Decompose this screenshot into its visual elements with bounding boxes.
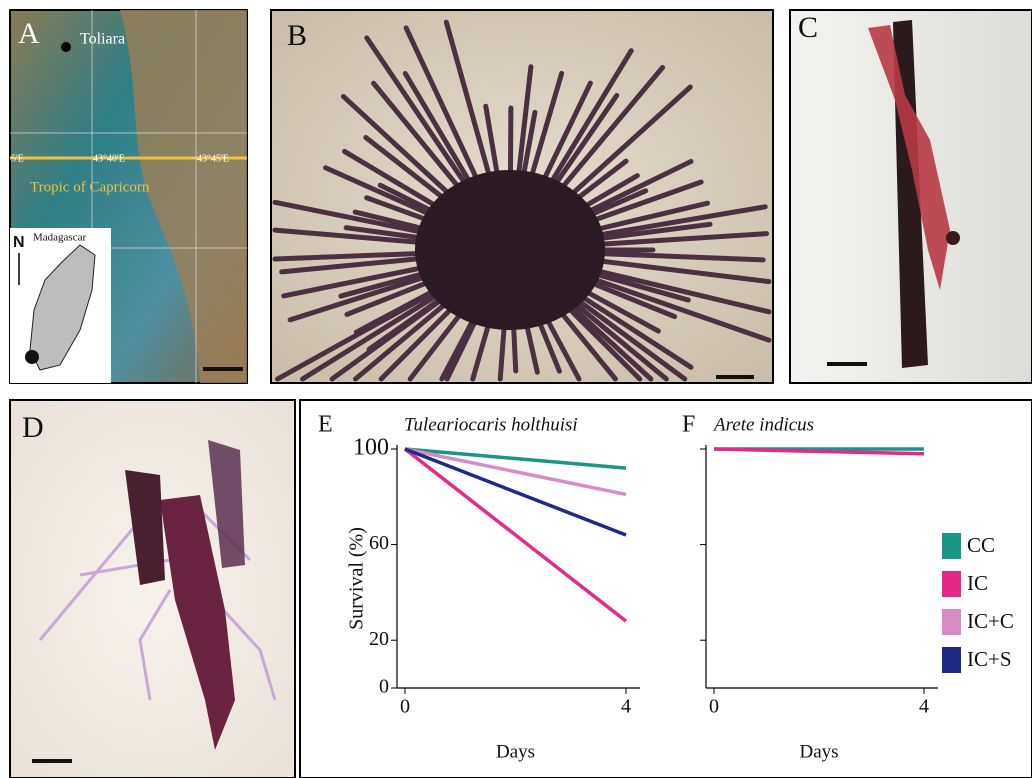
y-tick-label: 60 — [369, 532, 389, 554]
inset-label: Madagascar — [33, 232, 86, 244]
shrimp-eye — [946, 231, 960, 245]
tropic-label: Tropic of Capricorn — [30, 179, 150, 195]
x-tick-label: 4 — [919, 696, 929, 718]
series-line — [405, 449, 626, 468]
series-line — [405, 449, 626, 494]
north-label: N — [13, 234, 25, 251]
scale-bar — [203, 367, 243, 371]
city-dot — [61, 42, 71, 52]
charts: E Tuleariocaris holthuisi 0 20 60 100 0 4 Days Su… — [318, 412, 1014, 763]
scale-bar — [827, 362, 867, 366]
panel-c: C — [790, 10, 1032, 383]
y-tick-label: 20 — [369, 628, 389, 650]
x-tick-label: 0 — [709, 696, 719, 718]
panel-label: A — [18, 17, 40, 50]
x-axis-label: Days — [799, 741, 838, 762]
legend-swatch — [942, 571, 961, 597]
scale-bar — [32, 759, 72, 763]
panel-label: F — [682, 412, 695, 438]
panel-b: B — [271, 10, 773, 383]
city-label: Toliara — [80, 31, 125, 48]
panel-label: B — [287, 19, 307, 52]
chart-frame — [300, 400, 1032, 778]
x-axis-label: Days — [496, 741, 535, 762]
lon-label: 5'E — [11, 153, 24, 164]
x-tick-label: 4 — [621, 696, 631, 718]
legend-swatch — [942, 609, 961, 635]
panel-d: D — [10, 400, 295, 778]
scale-bar — [716, 375, 754, 379]
legend-swatch — [942, 647, 961, 673]
legend-label: IC+S — [967, 647, 1012, 671]
panel-a: A Toliara Tropic of Capricorn 5'E 43°40'… — [10, 10, 247, 383]
x-tick-label: 0 — [400, 696, 410, 718]
y-tick-label: 100 — [353, 435, 389, 461]
shrimp-photo — [10, 400, 295, 778]
figure: A Toliara Tropic of Capricorn 5'E 43°40'… — [0, 0, 1032, 778]
legend-label: IC — [967, 571, 988, 595]
legend-label: CC — [967, 533, 995, 557]
y-tick-label: 0 — [379, 676, 389, 698]
lon-label: 43°40'E — [93, 153, 125, 164]
legend-swatch — [942, 533, 961, 559]
legend-label: IC+C — [967, 609, 1014, 633]
series-line — [405, 449, 626, 535]
chart-title: Tuleariocaris holthuisi — [404, 414, 578, 435]
panel-label: C — [798, 11, 818, 44]
urchin-body — [415, 170, 605, 330]
site-dot — [25, 350, 39, 364]
panel-label: E — [318, 412, 333, 438]
chart-title: Arete indicus — [712, 414, 814, 435]
lon-label: 43°45'E — [197, 153, 229, 164]
series-line — [405, 449, 626, 621]
page: {"panels": { "A": {"label": "A", "city":… — [0, 0, 1032, 778]
panel-label: D — [22, 411, 44, 444]
y-axis-label: Survival (%) — [346, 527, 368, 630]
